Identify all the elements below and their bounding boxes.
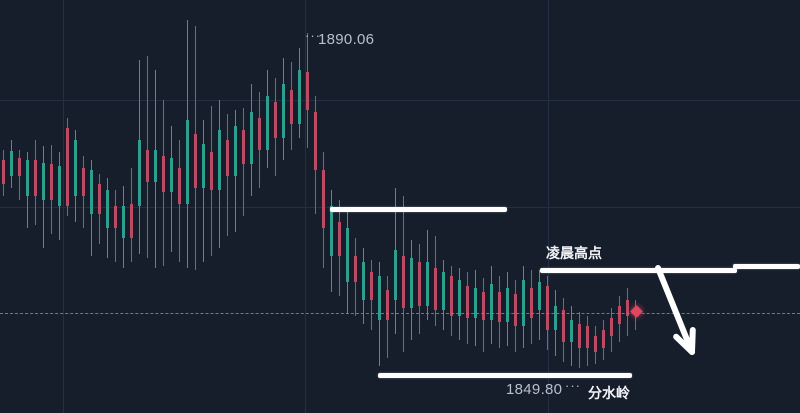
- candle-body: [138, 140, 141, 206]
- candle-body: [106, 190, 109, 228]
- current-price-dashed-line: [0, 313, 800, 314]
- candle-body: [2, 160, 5, 184]
- low-label-leader-dots: ···: [565, 378, 581, 393]
- support-line-watershed: [378, 373, 632, 378]
- candle-body: [90, 170, 93, 214]
- candle-body: [330, 206, 333, 256]
- candle-body: [474, 288, 477, 318]
- gridline-vertical: [305, 0, 306, 413]
- resistance-line-overnight: [540, 268, 737, 273]
- candle-body: [314, 112, 317, 170]
- candle-body: [130, 204, 133, 238]
- candle-body: [162, 156, 165, 192]
- candle-body: [618, 306, 621, 324]
- candle-body: [546, 286, 549, 330]
- candle-body: [226, 140, 229, 176]
- candle-body: [18, 158, 21, 176]
- candle-body: [74, 140, 77, 196]
- candle-body: [98, 184, 101, 214]
- low-price-label: 1849.80: [506, 381, 563, 398]
- high-price-label: 1890.06: [318, 31, 375, 48]
- candle-body: [410, 258, 413, 308]
- candle-body: [186, 120, 189, 204]
- candle-body: [602, 330, 605, 348]
- candle-body: [66, 128, 69, 206]
- candle-body: [490, 284, 493, 320]
- candle-body: [218, 130, 221, 190]
- candle-body: [34, 160, 37, 196]
- candle-body: [426, 262, 429, 306]
- candle-body: [146, 150, 149, 182]
- candle-body: [442, 272, 445, 310]
- candle-body: [498, 292, 501, 322]
- candle-body: [578, 324, 581, 348]
- candle-body: [530, 288, 533, 318]
- candle-body: [290, 90, 293, 124]
- gridline-vertical: [63, 0, 64, 413]
- candle-body: [394, 250, 397, 300]
- candle-body: [570, 320, 573, 342]
- candle-body: [178, 168, 181, 204]
- candle-body: [626, 300, 629, 316]
- candle-body: [458, 280, 461, 316]
- candle-wick: [203, 120, 204, 262]
- resistance-line-upper: [330, 207, 507, 212]
- candle-body: [482, 292, 485, 320]
- candle-body: [50, 164, 53, 200]
- candle-body: [418, 262, 421, 306]
- candle-body: [594, 336, 597, 352]
- candle-body: [170, 158, 173, 192]
- resistance-line-extension: [733, 264, 800, 269]
- candle-body: [242, 130, 245, 164]
- candle-body: [514, 294, 517, 326]
- candle-body: [10, 151, 13, 176]
- candle-body: [466, 286, 469, 318]
- candle-body: [450, 276, 453, 316]
- candle-body: [194, 134, 197, 188]
- candle-body: [258, 118, 261, 150]
- gridline-vertical: [548, 0, 549, 413]
- candle-body: [338, 222, 341, 256]
- candle-body: [250, 112, 253, 164]
- candle-body: [122, 206, 125, 238]
- candle-body: [266, 96, 269, 150]
- candle-body: [210, 152, 213, 190]
- candle-body: [346, 228, 349, 282]
- gridline-horizontal: [0, 100, 800, 101]
- candle-body: [554, 306, 557, 330]
- candle-body: [354, 256, 357, 282]
- candle-body: [306, 72, 309, 110]
- candle-body: [538, 282, 541, 310]
- candle-body: [114, 206, 117, 228]
- candle-body: [522, 280, 525, 326]
- candle-body: [434, 268, 437, 310]
- candle-body: [298, 70, 301, 124]
- candle-body: [42, 163, 45, 200]
- candle-body: [322, 170, 325, 228]
- current-price-marker: [630, 305, 643, 318]
- candle-body: [282, 84, 285, 138]
- candle-body: [82, 168, 85, 196]
- candle-body: [234, 126, 237, 176]
- candle-body: [26, 160, 29, 196]
- candle-body: [154, 150, 157, 182]
- candle-body: [58, 166, 61, 206]
- candle-body: [386, 290, 389, 320]
- candle-body: [506, 288, 509, 322]
- candle-body: [378, 276, 381, 320]
- overnight-high-label: 凌晨高点: [546, 245, 602, 261]
- high-label-leader-dots: ···: [305, 28, 321, 43]
- candle-body: [402, 256, 405, 308]
- candle-body: [202, 144, 205, 188]
- candle-body: [610, 318, 613, 336]
- watershed-label: 分水岭: [588, 385, 630, 401]
- candle-body: [370, 272, 373, 300]
- candle-body: [562, 310, 565, 342]
- candle-body: [362, 262, 365, 300]
- candle-body: [586, 326, 589, 348]
- candle-body: [274, 102, 277, 138]
